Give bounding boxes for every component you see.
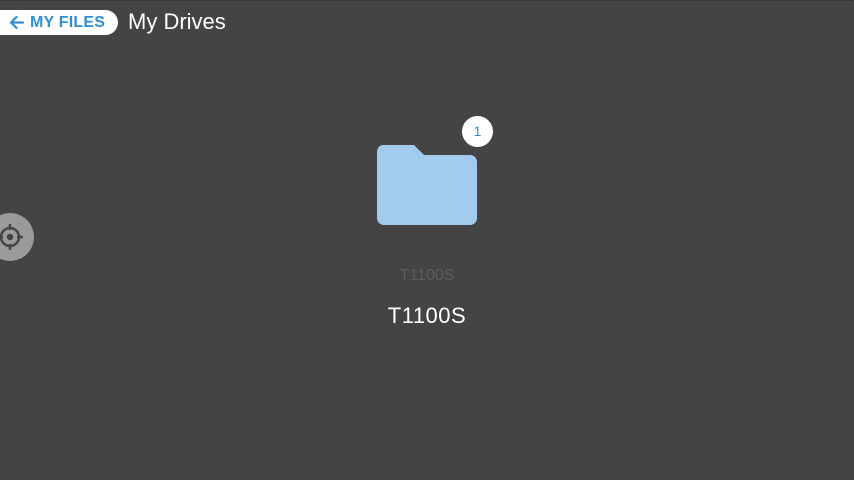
arrow-left-icon xyxy=(9,15,25,30)
page-title: My Drives xyxy=(128,9,226,34)
back-button-label: MY FILES xyxy=(30,13,106,31)
drive-item-t1100s[interactable]: 1 T1100S T1100S xyxy=(350,110,504,340)
drive-secondary-label: T1100S xyxy=(399,267,455,284)
top-edge-divider xyxy=(0,0,854,1)
locate-target-button[interactable] xyxy=(0,213,34,261)
crosshair-icon xyxy=(0,224,23,250)
back-to-my-files-button[interactable]: MY FILES xyxy=(0,10,118,35)
item-count-badge: 1 xyxy=(462,116,493,147)
drive-name-label: T1100S xyxy=(387,303,467,328)
folder-icon xyxy=(376,145,477,225)
